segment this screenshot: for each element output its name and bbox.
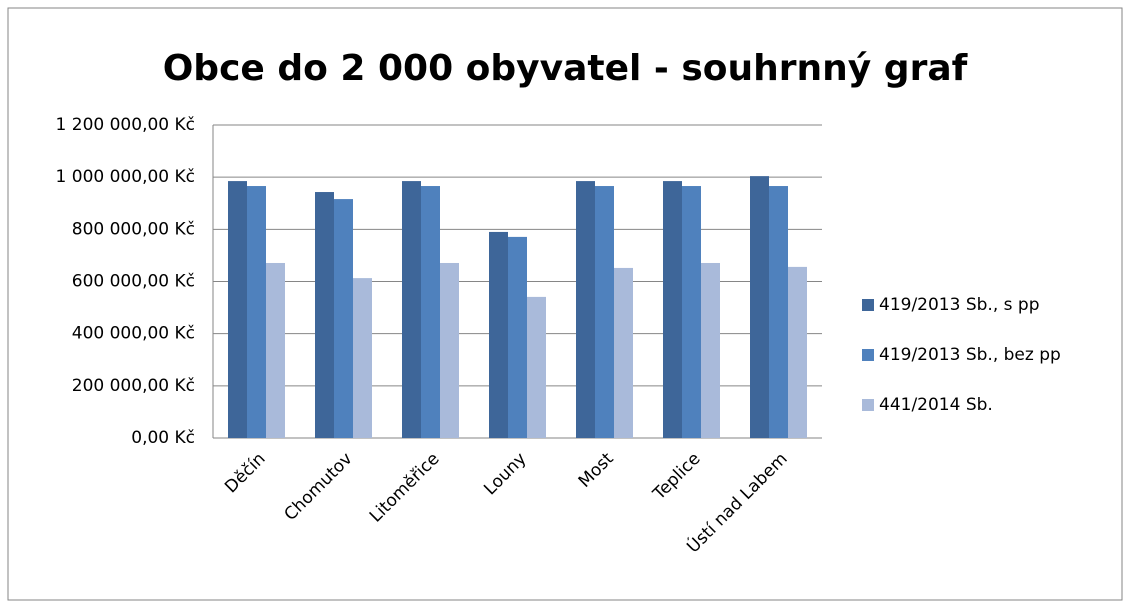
bar bbox=[595, 186, 614, 438]
legend-label: 419/2013 Sb., s pp bbox=[879, 295, 1039, 315]
legend-swatch bbox=[862, 349, 874, 361]
chart-frame bbox=[7, 7, 1123, 601]
bar bbox=[334, 199, 353, 438]
legend-label: 441/2014 Sb. bbox=[879, 395, 993, 415]
y-tick-label: 1 000 000,00 Kč bbox=[56, 167, 195, 187]
bar bbox=[315, 192, 334, 438]
bar bbox=[701, 262, 720, 438]
y-tick-label: 200 000,00 Kč bbox=[72, 376, 195, 396]
bar bbox=[440, 262, 459, 438]
bar bbox=[402, 181, 421, 438]
bar bbox=[228, 181, 247, 438]
bar bbox=[788, 266, 807, 438]
bar bbox=[527, 296, 546, 438]
legend-swatch bbox=[862, 299, 874, 311]
bar bbox=[576, 181, 595, 438]
y-tick-label: 0,00 Kč bbox=[131, 428, 195, 448]
bar bbox=[682, 186, 701, 438]
legend-swatch bbox=[862, 399, 874, 411]
bar bbox=[421, 186, 440, 438]
bar bbox=[614, 267, 633, 438]
y-tick-label: 1 200 000,00 Kč bbox=[56, 115, 195, 135]
y-tick-label: 800 000,00 Kč bbox=[72, 219, 195, 239]
bar bbox=[489, 231, 508, 438]
y-tick-label: 600 000,00 Kč bbox=[72, 272, 195, 292]
bar bbox=[769, 186, 788, 438]
bar bbox=[750, 176, 769, 438]
legend-label: 419/2013 Sb., bez pp bbox=[879, 345, 1061, 365]
y-tick-label: 400 000,00 Kč bbox=[72, 324, 195, 344]
chart-title: Obce do 2 000 obyvatel - souhrnný graf bbox=[163, 48, 968, 89]
bar bbox=[663, 181, 682, 438]
bar bbox=[508, 236, 527, 438]
bar bbox=[266, 262, 285, 438]
bar bbox=[247, 186, 266, 438]
bar bbox=[353, 278, 372, 438]
